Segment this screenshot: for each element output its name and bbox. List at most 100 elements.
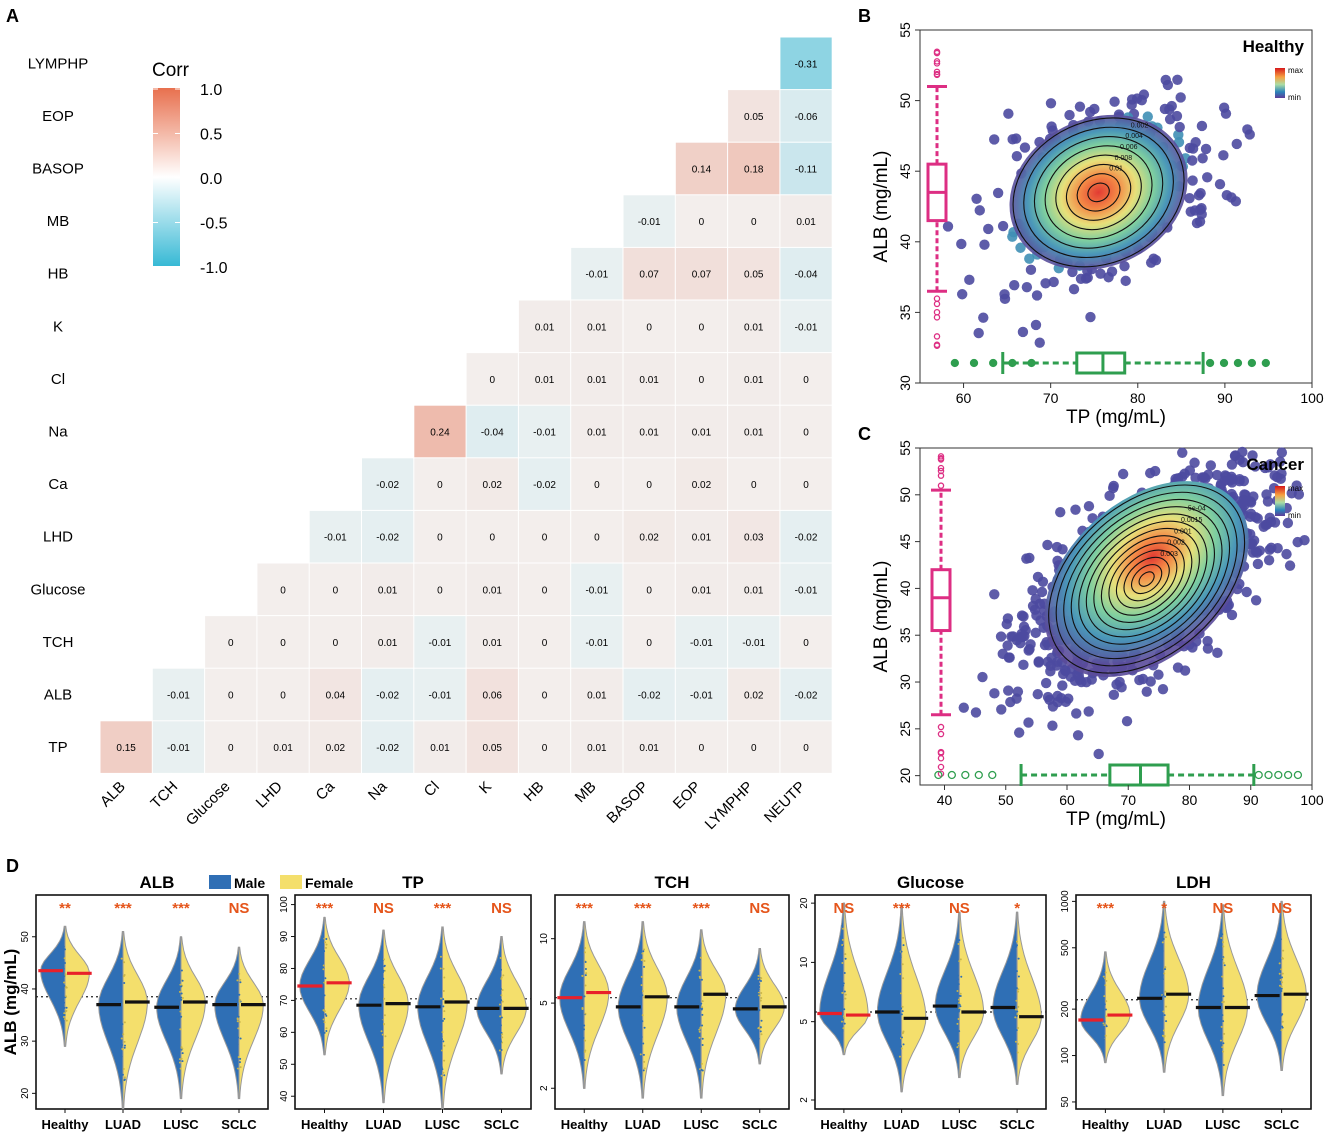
violin-point [898, 1002, 901, 1005]
scatter-point [983, 223, 994, 235]
category-label: Healthy [1082, 1117, 1130, 1132]
violin-point [321, 1007, 324, 1010]
heatmap-cell [571, 563, 623, 616]
heatmap-cell [362, 721, 414, 773]
violin-point [1281, 957, 1284, 960]
violin-point [1163, 972, 1166, 975]
violin-male-half [417, 926, 443, 1110]
density-contour [1055, 491, 1238, 667]
x-tick-label: 60 [1059, 792, 1075, 808]
x-tick-label: 100 [1300, 792, 1324, 808]
violin-point [1281, 1026, 1284, 1029]
violin-point [321, 1028, 324, 1031]
contour-label: 0.01 [1109, 166, 1123, 173]
y-outlier [933, 60, 941, 67]
violin-point [501, 988, 504, 991]
scatter-point [1231, 138, 1242, 150]
violin-point [181, 1047, 184, 1050]
cell-value: 0.06 [483, 691, 503, 702]
scatter-point [1145, 257, 1157, 268]
violin-point [322, 976, 325, 979]
legend-tick-label: 0.0 [200, 171, 222, 188]
scatter-point [1142, 111, 1153, 122]
heatmap-cell [675, 510, 728, 563]
violin-point [1162, 1029, 1165, 1032]
heatmap-cell [623, 616, 675, 668]
legend-female-swatch [280, 875, 302, 889]
violin-point [641, 952, 644, 955]
cell-value: -0.01 [533, 428, 556, 439]
violin-point [440, 997, 443, 1000]
violin-y-axis-label: ALB (mg/mL) [1, 949, 20, 1056]
violin-point [62, 967, 65, 970]
heatmap-cell [780, 563, 832, 616]
heatmap-cell [362, 458, 414, 510]
violin-point [63, 1006, 66, 1009]
scatter-point [1002, 640, 1013, 651]
violin-point [1280, 989, 1283, 992]
category-label: LUSC [425, 1117, 461, 1132]
heatmap-cell [571, 510, 623, 563]
heatmap-cell [205, 668, 257, 721]
row-label: Cl [51, 371, 65, 388]
violin-male-half [877, 906, 903, 1093]
y-axis-label: ALB (mg/mL) [871, 151, 892, 263]
violin-point [1104, 1034, 1107, 1037]
cell-value: 0.01 [378, 638, 398, 649]
significance-label: * [1161, 900, 1167, 917]
significance-label: NS [833, 900, 854, 917]
violin-point [584, 1012, 587, 1015]
violin-point [699, 1007, 702, 1010]
cell-value: -0.01 [585, 585, 608, 596]
y-tick-label: 5 [799, 1018, 810, 1024]
scatter-point [1047, 701, 1059, 712]
violin-point [701, 1069, 704, 1072]
violin-point [443, 1010, 446, 1013]
violin-point [898, 963, 901, 966]
cell-value: 0.01 [535, 322, 555, 333]
violin-point [383, 958, 386, 961]
violin-male-half [819, 902, 845, 1056]
violin-point [178, 1058, 181, 1061]
violin-point [900, 1007, 903, 1010]
violin-point [1105, 1000, 1108, 1003]
heatmap-cell [675, 668, 728, 721]
heatmap-cell [466, 616, 518, 668]
violin-point [499, 1015, 502, 1018]
violin-point [122, 1033, 125, 1036]
violin-point [584, 961, 587, 964]
violin-point [441, 1068, 444, 1071]
category-label: SCLC [999, 1117, 1035, 1132]
violin-point [123, 1040, 126, 1043]
cell-value: 0.01 [535, 375, 555, 386]
y-outlier [933, 49, 941, 57]
violin-point [1222, 961, 1225, 964]
scatter-point [1212, 647, 1223, 659]
cell-value: -0.02 [795, 533, 818, 544]
violin-point [899, 992, 902, 995]
violin-point [498, 1049, 501, 1052]
scatter-point [1251, 547, 1263, 558]
violin-point [957, 1042, 960, 1045]
column-label: Glucose [183, 778, 234, 829]
violin-male-half [992, 911, 1018, 1085]
violin-point [1015, 1014, 1018, 1017]
violin-male-half [156, 936, 182, 1100]
scatter-point [1291, 480, 1302, 491]
cell-value: 0.01 [692, 533, 712, 544]
cell-value: -0.01 [795, 585, 818, 596]
heatmap-cell [780, 247, 832, 300]
y-outlier [933, 300, 941, 308]
row-label: BASOP [32, 161, 84, 178]
violin-point [760, 977, 763, 980]
violin-point [959, 992, 962, 995]
violin-point [382, 969, 385, 972]
violin-point [501, 1000, 504, 1003]
violin-point [581, 1007, 584, 1010]
violin-point [178, 1017, 181, 1020]
cell-value: 0 [751, 217, 757, 228]
violin-point [1164, 936, 1167, 939]
density-contour [1138, 571, 1155, 587]
violin-point [443, 1044, 446, 1047]
cell-value: -0.01 [324, 533, 347, 544]
